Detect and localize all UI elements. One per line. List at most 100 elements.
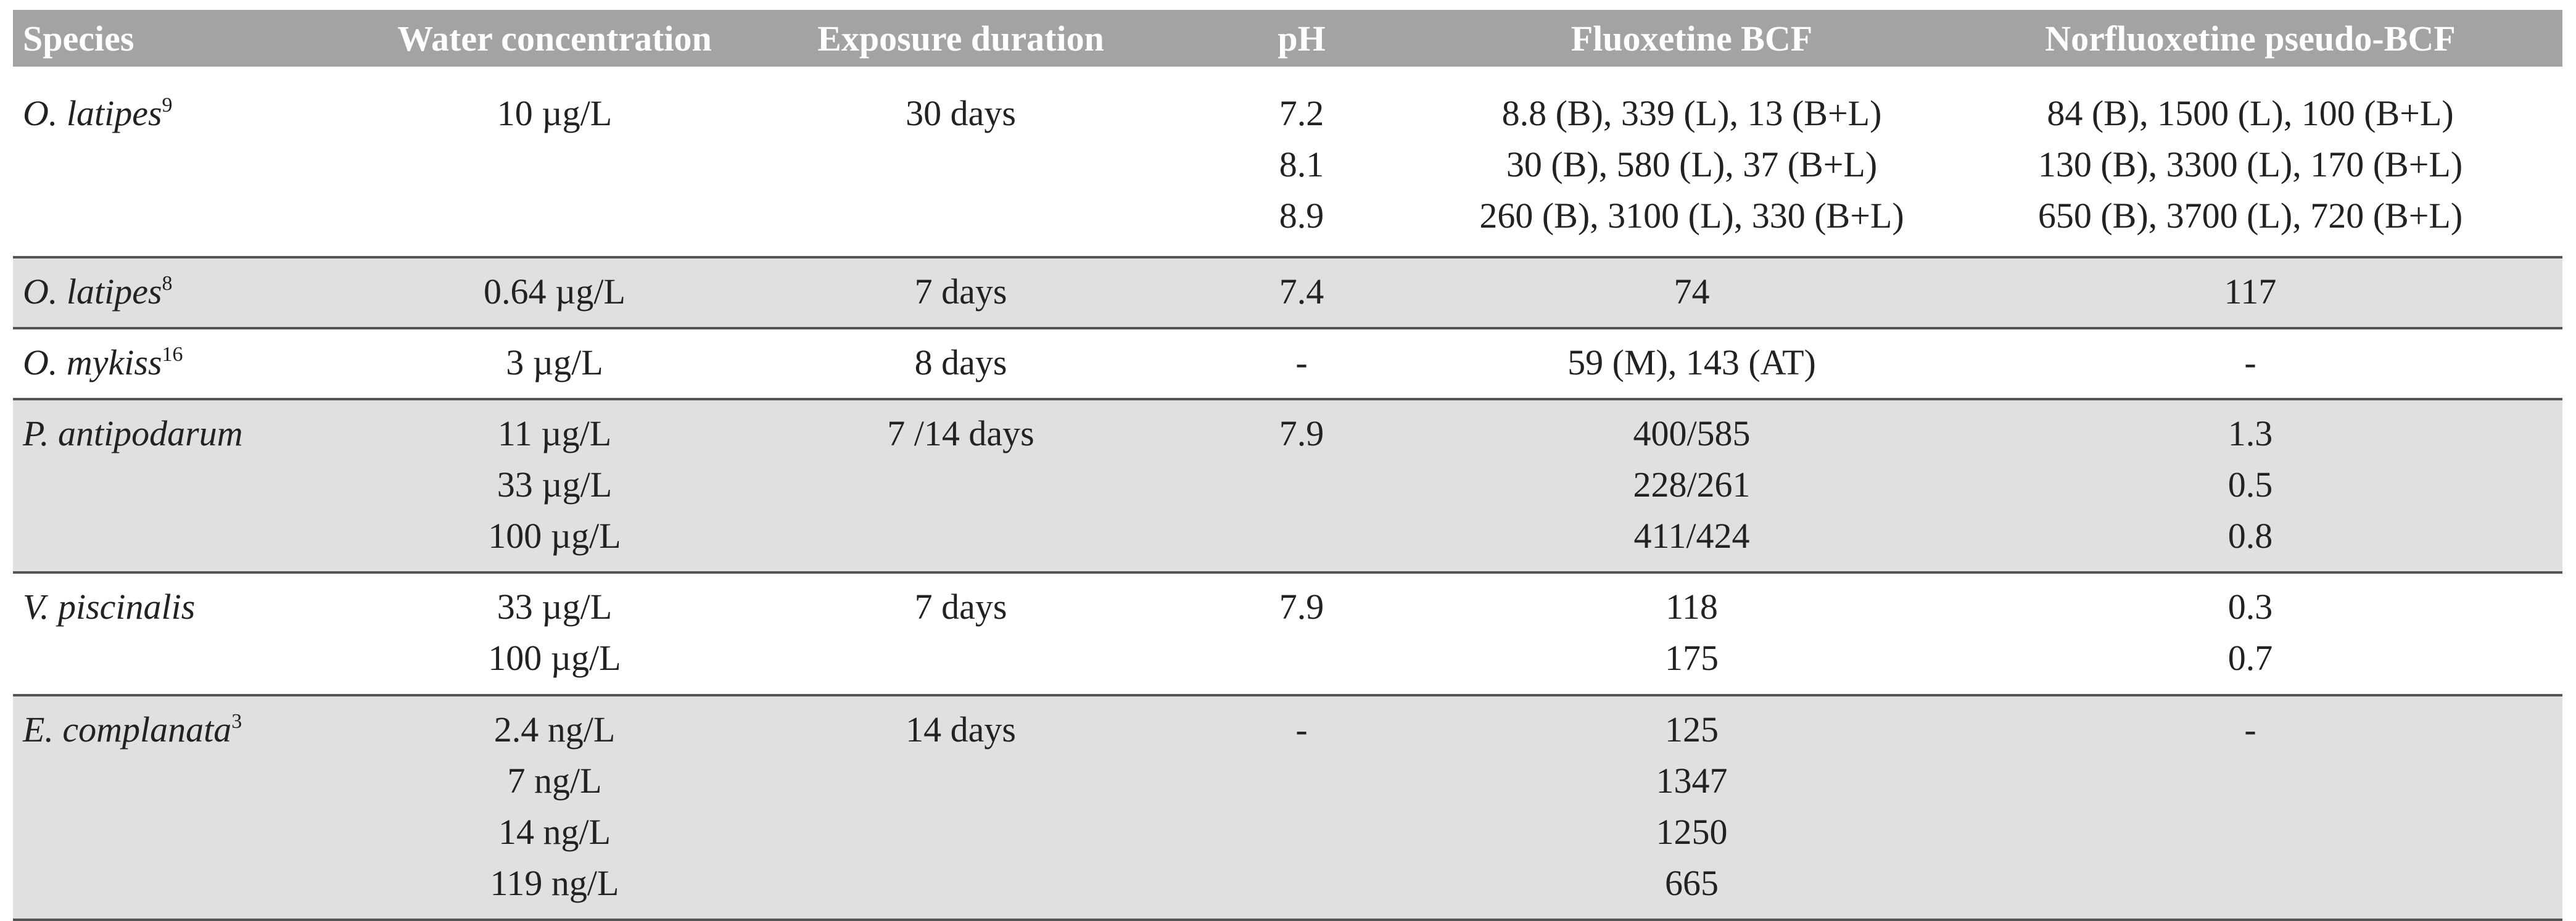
cell-line: 7.9 xyxy=(1279,587,1324,627)
cell-line: 0.3 xyxy=(2227,587,2273,627)
reference: 9 xyxy=(162,94,173,117)
cell-line: - xyxy=(2244,709,2256,750)
fluoxetine-cell: 74 xyxy=(1445,257,1938,329)
cell-line: 33 µg/L xyxy=(497,587,613,627)
cell-line: 228/261 xyxy=(1633,465,1751,505)
cell-line: 175 xyxy=(1665,638,1719,678)
species-name: O. mykiss xyxy=(23,342,162,382)
cell-line: 400/585 xyxy=(1633,413,1751,453)
bcf-table: Species Water concentration Exposure dur… xyxy=(13,10,2562,921)
cell-line: 14 ng/L xyxy=(498,812,611,852)
water-cell: 10 µg/L xyxy=(345,67,764,258)
cell-line: 8.1 xyxy=(1279,144,1324,184)
reference: 16 xyxy=(162,343,183,366)
cell-line: V. piscinalis xyxy=(23,581,345,632)
table-row: E. complanata3 2.4 ng/L 7 ng/L 14 ng/L 119 n… xyxy=(13,695,2562,921)
column-header: Norfluoxetine pseudo-BCF xyxy=(1938,10,2562,67)
reference: 8 xyxy=(162,272,173,295)
cell-line: 1347 xyxy=(1656,761,1728,801)
water-cell: 3 µg/L xyxy=(345,328,764,400)
cell-line: 3 µg/L xyxy=(506,342,603,382)
cell-line: 84 (B), 1500 (L), 100 (B+L) xyxy=(2047,93,2454,133)
species-name: E. complanata xyxy=(23,709,232,750)
cell-line: 7 days xyxy=(914,587,1007,627)
cell-line: 7.9 xyxy=(1279,413,1324,453)
cell-line: 74 xyxy=(1674,271,1710,312)
cell-line: 7.4 xyxy=(1279,271,1324,312)
cell-line: 10 µg/L xyxy=(497,93,613,133)
cell-line: 100 µg/L xyxy=(488,516,621,556)
species-cell: P. antipodarum xyxy=(13,399,345,574)
cell-line: 11 µg/L xyxy=(497,413,612,453)
fluoxetine-cell: 59 (M), 143 (AT) xyxy=(1445,328,1938,400)
norfluoxetine-cell: 84 (B), 1500 (L), 100 (B+L) 130 (B), 3300… xyxy=(1938,67,2562,258)
ph-cell: 7.9 xyxy=(1158,572,1445,696)
cell-line: 117 xyxy=(2224,271,2277,312)
duration-cell: 14 days xyxy=(764,695,1158,921)
ph-cell: 7.9 xyxy=(1158,399,1445,574)
cell-line: P. antipodarum xyxy=(23,408,345,459)
cell-line: 30 days xyxy=(906,93,1016,133)
duration-cell: 7 days xyxy=(764,572,1158,696)
duration-cell: 7 days xyxy=(764,257,1158,329)
species-name: O. latipes xyxy=(23,93,162,133)
cell-line: 7.2 xyxy=(1279,93,1324,133)
cell-line: 1250 xyxy=(1656,812,1728,852)
norfluoxetine-cell: 1.3 0.5 0.8 xyxy=(1938,399,2562,574)
cell-line: 0.8 xyxy=(2227,516,2273,556)
ph-cell: - xyxy=(1158,328,1445,400)
cell-line: 260 (B), 3100 (L), 330 (B+L) xyxy=(1479,196,1904,236)
species-name: O. latipes xyxy=(23,271,162,312)
fluoxetine-cell: 400/585 228/261 411/424 xyxy=(1445,399,1938,574)
table-row: O. mykiss16 3 µg/L 8 days - 59 (M), 143 (AT)… xyxy=(13,328,2562,400)
column-header: pH xyxy=(1158,10,1445,67)
species-cell: O. latipes9 xyxy=(13,67,345,258)
ph-cell: - xyxy=(1158,695,1445,921)
cell-line: 7 /14 days xyxy=(887,413,1034,453)
header-row: Species Water concentration Exposure dur… xyxy=(13,10,2562,67)
column-header: Exposure duration xyxy=(764,10,1158,67)
water-cell: 11 µg/L 33 µg/L 100 µg/L xyxy=(345,399,764,574)
cell-line: 119 ng/L xyxy=(490,863,619,903)
table-row: P. antipodarum 11 µg/L 33 µg/L 100 µg/L 7 /1… xyxy=(13,399,2562,574)
ph-cell: 7.2 8.1 8.9 xyxy=(1158,67,1445,258)
duration-cell: 8 days xyxy=(764,328,1158,400)
cell-line: 8.9 xyxy=(1279,196,1324,236)
cell-line: - xyxy=(2244,342,2256,382)
reference: 3 xyxy=(231,710,242,733)
table-body: O. latipes9 10 µg/L 30 days 7.2 8.1 8.9 8.8 (B… xyxy=(13,67,2562,921)
water-cell: 0.64 µg/L xyxy=(345,257,764,329)
cell-line: 1.3 xyxy=(2227,413,2273,453)
ph-cell: 7.4 xyxy=(1158,257,1445,329)
species-name: P. antipodarum xyxy=(23,413,243,453)
cell-line: O. mykiss16 xyxy=(23,337,345,388)
cell-line: 0.64 µg/L xyxy=(484,271,625,312)
species-cell: E. complanata3 xyxy=(13,695,345,921)
duration-cell: 30 days xyxy=(764,67,1158,258)
cell-line: - xyxy=(1295,709,1308,750)
cell-line: - xyxy=(1295,342,1308,382)
cell-line: 7 days xyxy=(914,271,1007,312)
cell-line: 125 xyxy=(1665,709,1719,750)
table-wrapper: Species Water concentration Exposure dur… xyxy=(13,10,2562,921)
cell-line: 0.5 xyxy=(2227,465,2273,505)
cell-line: 33 µg/L xyxy=(497,465,613,505)
norfluoxetine-cell: - xyxy=(1938,328,2562,400)
cell-line: O. latipes9 xyxy=(23,88,345,139)
cell-line: 8.8 (B), 339 (L), 13 (B+L) xyxy=(1501,93,1882,133)
cell-line: 14 days xyxy=(906,709,1016,750)
species-cell: O. latipes8 xyxy=(13,257,345,329)
cell-line: 59 (M), 143 (AT) xyxy=(1567,342,1816,382)
cell-line: 118 xyxy=(1666,587,1718,627)
cell-line: 130 (B), 3300 (L), 170 (B+L) xyxy=(2037,144,2463,184)
cell-line: O. latipes8 xyxy=(23,266,345,317)
cell-line: 0.7 xyxy=(2227,638,2273,678)
cell-line: 650 (B), 3700 (L), 720 (B+L) xyxy=(2037,196,2463,236)
norfluoxetine-cell: - xyxy=(1938,695,2562,921)
water-cell: 33 µg/L 100 µg/L xyxy=(345,572,764,696)
species-name: V. piscinalis xyxy=(23,587,196,627)
norfluoxetine-cell: 0.3 0.7 xyxy=(1938,572,2562,696)
column-header: Water concentration xyxy=(345,10,764,67)
cell-line: 665 xyxy=(1665,863,1719,903)
